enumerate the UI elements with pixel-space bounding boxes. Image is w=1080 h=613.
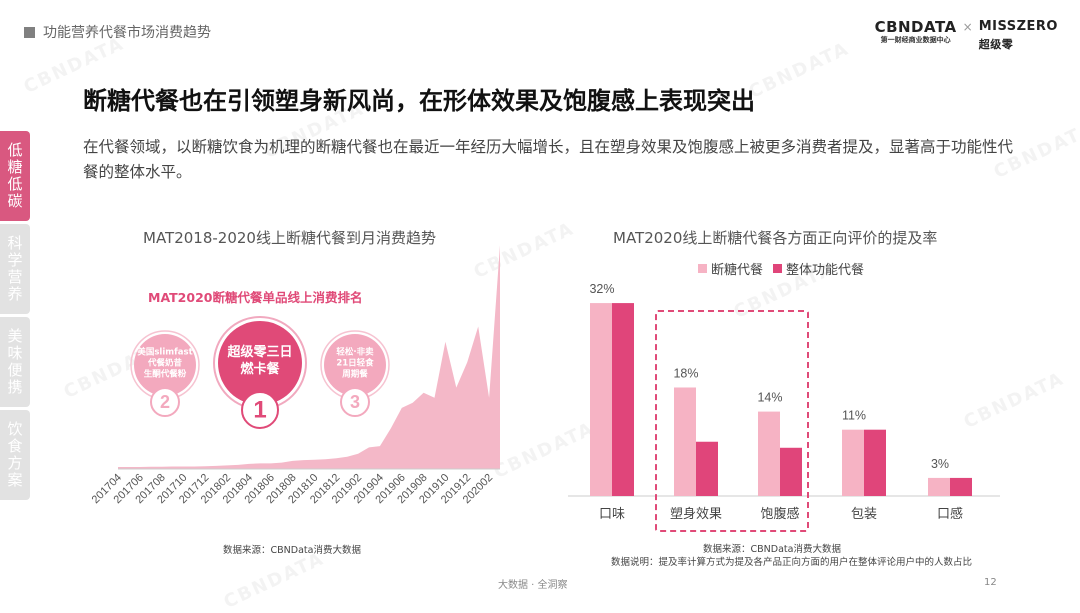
legend-label: 断糖代餐 — [711, 263, 764, 278]
rank-number: 2 — [160, 392, 170, 412]
rank-number: 3 — [350, 392, 360, 412]
bar-low-sugar — [928, 477, 950, 496]
section-title: 功能营养代餐市场消费趋势 — [43, 25, 211, 41]
bar-data-label: 3% — [931, 457, 949, 471]
bar-category-label: 饱腹感 — [760, 506, 799, 522]
bar-data-label: 32% — [589, 282, 614, 296]
legend-item-overall: 整体功能代餐 — [773, 259, 864, 278]
rank-item-text: 轻松·非卖 — [336, 347, 374, 358]
legend-swatch — [698, 264, 707, 273]
bar-category-label: 口感 — [937, 506, 963, 522]
rank-item-text: 燃卡餐 — [240, 361, 280, 377]
mention-note: 数据说明：提及率计算方式为提及各产品正向方面的用户在整体评论用户中的人数占比 — [611, 557, 973, 568]
rank-number-badge — [241, 391, 279, 429]
trend-chart-title: MAT2018-2020线上断糖代餐到月消费趋势 — [143, 229, 436, 247]
rank-number-badge — [150, 387, 180, 417]
bar-overall — [780, 447, 802, 496]
bar-overall — [612, 303, 634, 496]
rank-circle — [324, 334, 386, 396]
rank-item-text: 美国slimfast — [137, 347, 192, 358]
bar-low-sugar — [758, 411, 780, 496]
bar-overall — [950, 477, 972, 496]
square-icon — [24, 26, 35, 38]
tab-diet-plan[interactable]: 饮食方案 — [0, 410, 30, 500]
bar-data-label: 18% — [673, 366, 698, 380]
rank-item-text: 21日轻食 — [336, 358, 374, 369]
bar-overall — [696, 441, 718, 496]
rank-circle — [218, 321, 302, 405]
legend-label: 整体功能代餐 — [786, 263, 865, 278]
mention-chart-title: MAT2020线上断糖代餐各方面正向评价的提及率 — [613, 229, 938, 247]
cbndata-logo: CBNDATA 第一财经商业数据中心 — [874, 18, 957, 44]
bar-category-label: 包装 — [851, 507, 877, 522]
bar-low-sugar — [590, 303, 612, 496]
bar-low-sugar — [842, 429, 864, 496]
highlight-box — [655, 310, 809, 532]
bar-overall — [864, 429, 886, 496]
bar-data-label: 14% — [757, 391, 782, 405]
bar-category-label: 口味 — [599, 507, 625, 522]
trend-source: 数据来源：CBNData消费大数据 — [223, 545, 361, 556]
rank-item-text: 超级零三日 — [227, 344, 292, 360]
misszero-logo: MISSZERO 超级零 — [978, 19, 1058, 51]
tab-tasty-portable[interactable]: 美味便携 — [0, 317, 30, 407]
area-series — [118, 245, 500, 469]
rank-item-text: 周期餐 — [342, 369, 368, 380]
bar-category-label: 塑身效果 — [670, 506, 722, 522]
rank-item-text: 生酮代餐粉 — [144, 369, 187, 380]
rank-number: 1 — [253, 396, 266, 423]
page-number: 12 — [984, 577, 997, 588]
rank-circle — [134, 334, 196, 396]
brand-logos: CBNDATA 第一财经商业数据中心 × MISSZERO 超级零 — [875, 18, 1058, 54]
page-description: 在代餐领域，以断糖饮食为机理的断糖代餐也在最近一年经历大幅增长，且在塑身效果及饱… — [83, 138, 1014, 181]
rank-item-text: 代餐奶昔 — [147, 358, 183, 369]
tab-science-nutrition[interactable]: 科学营养 — [0, 224, 30, 314]
section-header: 功能营养代餐市场消费趋势 — [24, 22, 211, 42]
legend-item-low-sugar: 断糖代餐 — [698, 259, 763, 278]
bar-data-label: 11% — [842, 409, 866, 423]
page-title: 断糖代餐也在引领塑身新风尚，在形体效果及饱腹感上表现突出 — [83, 87, 755, 115]
mention-source: 数据来源：CBNData消费大数据 — [703, 544, 841, 555]
footer-tagline: 大数据 · 全洞察 — [498, 580, 568, 591]
bar-low-sugar — [674, 387, 696, 496]
side-tabs: 低糖低碳 科学营养 美味便携 饮食方案 — [0, 131, 30, 503]
rank-number-badge — [340, 387, 370, 417]
chart-legend: 断糖代餐 整体功能代餐 — [698, 259, 874, 278]
legend-swatch — [773, 264, 783, 273]
ranking-title: MAT2020断糖代餐单品线上消费排名 — [148, 290, 363, 305]
tab-low-sugar[interactable]: 低糖低碳 — [0, 131, 30, 221]
brand-separator: × — [962, 20, 973, 34]
